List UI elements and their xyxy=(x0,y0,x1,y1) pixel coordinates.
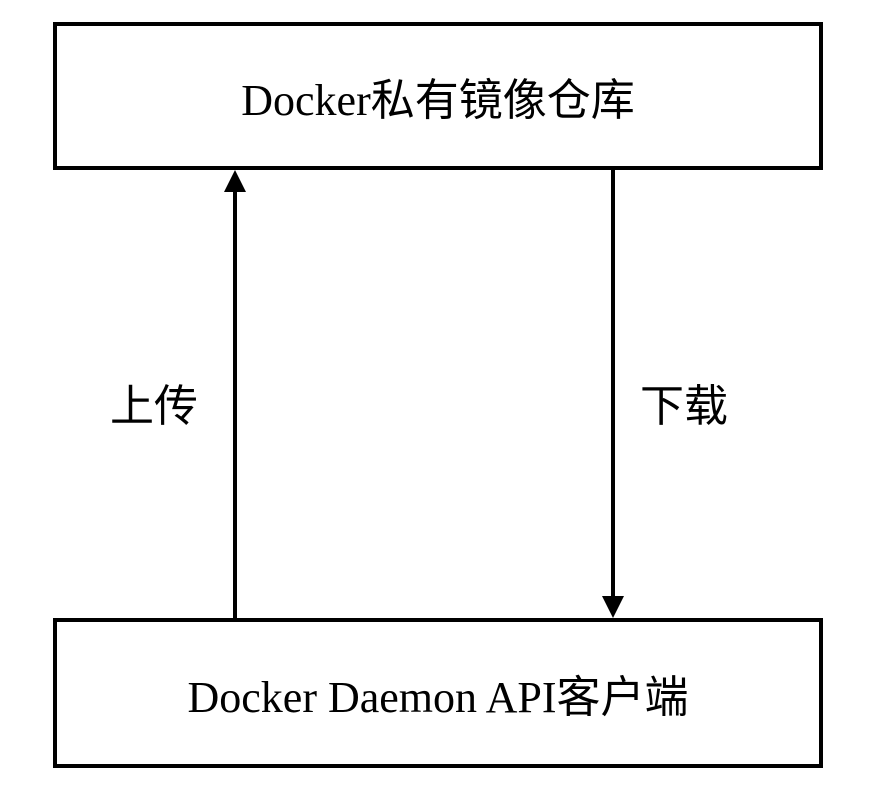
node-docker-daemon-client: Docker Daemon API客户端 xyxy=(53,618,823,768)
node-docker-daemon-client-label: Docker Daemon API客户端 xyxy=(187,661,688,725)
edge-upload-label: 上传 xyxy=(110,370,198,434)
edge-download xyxy=(602,170,624,618)
diagram-canvas: Docker私有镜像仓库 Docker Daemon API客户端 上传 下载 xyxy=(0,0,871,791)
node-docker-registry-label: Docker私有镜像仓库 xyxy=(241,64,635,128)
edge-download-label: 下载 xyxy=(640,370,728,434)
node-docker-registry: Docker私有镜像仓库 xyxy=(53,22,823,170)
edge-upload xyxy=(224,170,246,618)
